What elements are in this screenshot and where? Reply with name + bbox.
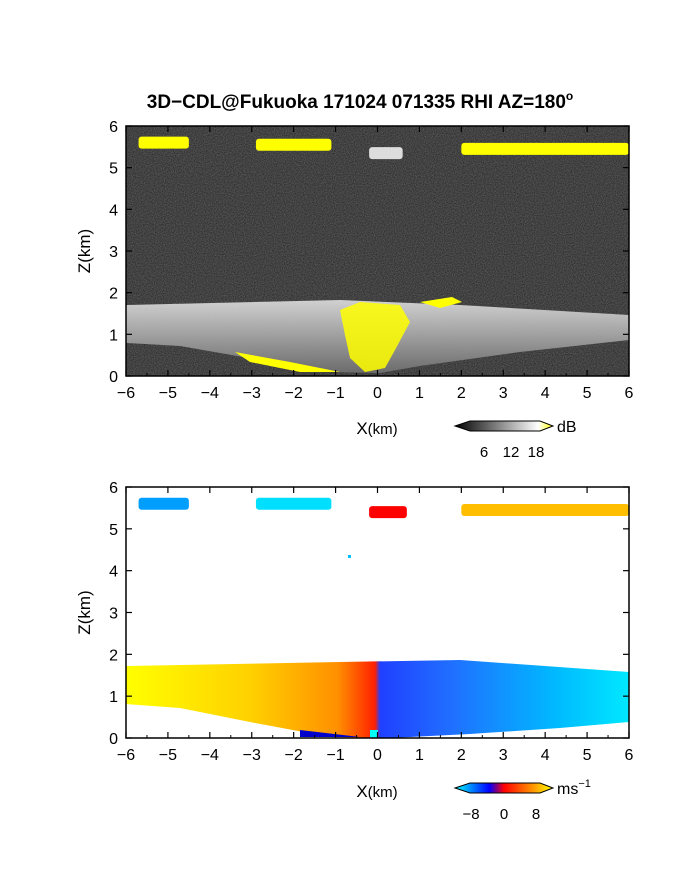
y-tick-label: 3 (109, 606, 118, 623)
x-tick-label: −3 (243, 385, 261, 402)
y-tick-label: 1 (109, 327, 118, 344)
x-tick-label: −6 (117, 747, 135, 764)
echo-layer (255, 138, 332, 151)
x-axis-label: X(km) (356, 782, 397, 801)
figure-title: 3D−CDL@Fukuoka 171024 071335 RHI AZ=180o (147, 89, 574, 113)
velocity-colorbar: ms−1 −8 0 8 (453, 778, 591, 823)
backscatter-colorbar: dB 6 12 18 (453, 419, 577, 461)
velocity-panel: −6 −5 −4 −3 −2 −1 0 1 2 3 4 5 6 0 1 2 3 4 5 6 X(km) Z(km) (75, 480, 634, 801)
x-tick-label: −5 (159, 747, 177, 764)
y-tick-label: 4 (109, 202, 118, 219)
echo-layer (369, 506, 407, 519)
backscatter-colorbar-unit: dB (557, 419, 577, 436)
x-tick-label: 2 (457, 385, 466, 402)
velocity-colorbar-unit-exp: −1 (578, 778, 591, 790)
bl-top-strong-echo (420, 297, 462, 308)
x-tick-label: 4 (541, 385, 550, 402)
y-tick-label: 5 (109, 161, 118, 178)
title-degree: o (566, 89, 573, 103)
x-tick-label: −3 (243, 747, 261, 764)
x-axis-label-name: X (356, 419, 367, 438)
x-tick-label: 1 (415, 747, 424, 764)
x-tick-label: 5 (583, 747, 592, 764)
y-tick-label: 1 (109, 689, 118, 706)
x-tick-label: 0 (373, 747, 382, 764)
y-tick-label: 2 (109, 286, 118, 303)
backscatter-colorbar-tick: 18 (528, 444, 545, 461)
echo-layer (255, 497, 332, 510)
x-axis-label-unit: (km) (368, 784, 398, 801)
velocity-colorbar-unit: ms−1 (557, 778, 591, 798)
x-axis-label-name: X (356, 782, 367, 801)
echo-layer (461, 142, 629, 155)
x-tick-label: −2 (285, 385, 303, 402)
y-axis-label: Z(km) (75, 229, 94, 273)
y-tick-label: 4 (109, 564, 118, 581)
x-tick-label: −4 (201, 747, 219, 764)
y-tick-label: 6 (109, 119, 118, 136)
x-tick-label: 1 (415, 385, 424, 402)
y-tick-label: 3 (109, 244, 118, 261)
velocity-ground-spot (370, 730, 378, 738)
x-tick-label: 0 (373, 385, 382, 402)
x-tick-label: −1 (326, 385, 344, 402)
x-axis-label-unit: (km) (368, 421, 398, 438)
backscatter-colorbar-tick: 12 (503, 444, 520, 461)
velocity-isolated-pixel (348, 555, 351, 558)
boundary-layer-strong-echo (340, 302, 410, 372)
velocity-colorbar-tick: 0 (500, 806, 508, 823)
y-tick-label: 0 (109, 369, 118, 386)
x-tick-label: 6 (625, 747, 634, 764)
backscatter-panel: −6 −5 −4 −3 −2 −1 0 1 2 3 4 5 6 0 1 2 3 4 5 6 X(km) Z(km) (75, 119, 634, 438)
velocity-colorbar-tick: 8 (532, 806, 540, 823)
x-tick-label: 3 (499, 747, 508, 764)
x-tick-label: −1 (326, 747, 344, 764)
velocity-colorbar-tick: −8 (462, 806, 479, 823)
velocity-boundary-layer (126, 660, 629, 738)
x-axis-label: X(km) (356, 419, 397, 438)
x-tick-label: −2 (285, 747, 303, 764)
backscatter-colorbar-tick: 6 (480, 444, 488, 461)
echo-layer (461, 504, 629, 517)
x-tick-label: 6 (625, 385, 634, 402)
x-tick-label: −4 (201, 385, 219, 402)
x-tick-label: 4 (541, 747, 550, 764)
y-axis-label: Z(km) (75, 590, 94, 634)
x-tick-label: −6 (117, 385, 135, 402)
backscatter-colorbar-bar (453, 420, 555, 432)
y-tick-label: 5 (109, 522, 118, 539)
y-tick-label: 6 (109, 480, 118, 497)
velocity-colorbar-unit-base: ms (557, 781, 578, 798)
y-tick-label: 0 (109, 731, 118, 748)
y-tick-label: 2 (109, 647, 118, 664)
echo-layer (138, 497, 189, 510)
echo-layer (369, 147, 403, 160)
x-tick-label: −5 (159, 385, 177, 402)
ground-strong-echo (235, 352, 340, 372)
x-tick-label: 3 (499, 385, 508, 402)
velocity-colorbar-bar (453, 782, 555, 794)
echo-layer (138, 136, 189, 149)
x-tick-label: 2 (457, 747, 466, 764)
x-tick-label: 5 (583, 385, 592, 402)
